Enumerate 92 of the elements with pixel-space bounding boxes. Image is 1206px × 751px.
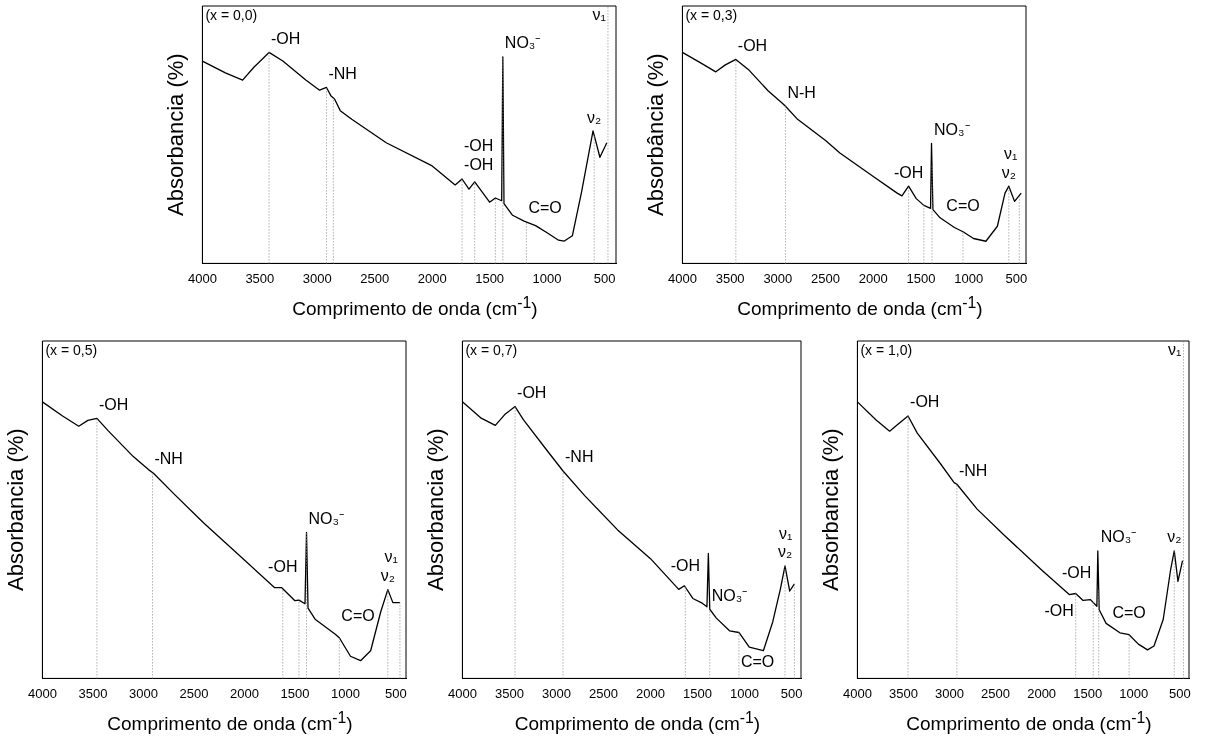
x-axis-title: Comprimento de onda (cm$^{-1}$) — [736, 294, 984, 321]
ref-line-label: -OH — [464, 137, 494, 155]
ref-line-label: NO₃⁻ — [711, 586, 748, 604]
x-tick-label: 3000 — [763, 270, 793, 286]
ref-line-label: C=O — [740, 652, 775, 670]
ref-line-label: -OH — [1044, 601, 1074, 619]
x-tick-label: 3000 — [302, 270, 332, 286]
x-tick-label: 2000 — [858, 270, 888, 286]
text: (x = 0,7) — [465, 341, 518, 358]
y-axis-title: Absorbancia (%) — [3, 428, 29, 592]
ref-line-label: ν₂ — [380, 567, 395, 585]
ref-line-label: ν₁ — [1168, 341, 1182, 359]
x-tick-label: 3500 — [245, 270, 275, 286]
x-tick-label: 1500 — [1073, 685, 1103, 701]
ref-line-label: -OH — [910, 393, 940, 411]
x-tick-label: 3000 — [541, 685, 571, 701]
x-tick-label: 3500 — [888, 685, 918, 701]
ref-line-label: ν₁ — [1003, 144, 1018, 162]
ref-line-label: ν₂ — [1167, 528, 1182, 546]
y-axis-title: Absorbancia (%) — [423, 428, 449, 592]
ref-line-label: -OH — [464, 156, 494, 174]
ref-line-label: C=O — [528, 199, 562, 217]
x-tick-label: 1000 — [532, 270, 562, 286]
x-tick-label: 3500 — [715, 270, 745, 286]
x-tick-label: 2000 — [229, 685, 259, 701]
y-axis-title: Absorbância (%) — [643, 53, 669, 217]
ref-line-label: -NH — [565, 448, 594, 466]
x-tick-label: 4000 — [667, 270, 697, 286]
x-tick-label: 4000 — [27, 685, 57, 701]
ref-line-label: -OH — [1061, 563, 1092, 581]
ref-line-label: NO₃⁻ — [308, 509, 345, 527]
ref-line-label: NO₃⁻ — [1100, 527, 1137, 545]
x-tick-label: 2500 — [589, 685, 618, 701]
x-tick-label: 3500 — [78, 685, 108, 701]
ref-line-label: ν₁ — [592, 6, 606, 24]
x-tick-label: 500 — [1005, 270, 1028, 286]
x-tick-label: 1000 — [954, 270, 984, 286]
x-tick-label: 500 — [1168, 685, 1191, 701]
ref-line-label: -OH — [517, 383, 547, 401]
x-tick-label: 3000 — [935, 685, 964, 701]
x-tick-label: 2000 — [1027, 685, 1057, 701]
x-tick-label: 1000 — [330, 685, 360, 701]
x-tick-label: 1000 — [1119, 685, 1149, 701]
x-tick-label: 500 — [780, 685, 803, 701]
ref-line-label: ν₁ — [384, 548, 398, 566]
ref-line-label: ν₁ — [779, 525, 793, 543]
x-axis-title: Comprimento de onda (cm$^{-1}$) — [905, 709, 1153, 736]
x-tick-label: 1500 — [906, 270, 936, 286]
x-tick-label: 3000 — [128, 685, 158, 701]
x-tick-label: 1500 — [683, 685, 712, 701]
ref-line-label: NO₃⁻ — [504, 34, 541, 52]
x-tick-label: 4000 — [447, 685, 477, 701]
ref-line-label: C=O — [341, 607, 375, 625]
x-tick-label: 3500 — [494, 685, 524, 701]
x-tick-label: 4000 — [842, 685, 872, 701]
x-tick-label: 1000 — [730, 685, 760, 701]
ref-line-label: ν₂ — [587, 108, 602, 126]
x-tick-label: 500 — [593, 270, 616, 286]
ref-line-label: -NH — [958, 461, 988, 479]
text: (x = 0,5) — [45, 341, 98, 358]
x-tick-label: 2500 — [811, 270, 841, 286]
y-axis-title: Absorbancia (%) — [818, 428, 844, 592]
ref-line-label: -OH — [268, 558, 298, 576]
ref-line-label: C=O — [946, 197, 980, 215]
x-tick-label: 1500 — [280, 685, 310, 701]
ref-line-label: -OH — [893, 163, 924, 181]
text: (x = 0,3) — [685, 6, 738, 23]
text: (x = 1,0) — [860, 341, 913, 358]
x-tick-label: 4000 — [187, 270, 217, 286]
ref-line-label: N-H — [787, 83, 816, 101]
x-tick-label: 2500 — [360, 270, 390, 286]
x-axis-title: Comprimento de onda (cm$^{-1}$) — [291, 294, 539, 321]
ref-line-label: -OH — [271, 29, 301, 47]
x-axis-title: Comprimento de onda (cm$^{-1}$) — [106, 709, 354, 736]
x-tick-label: 1500 — [475, 270, 505, 286]
x-tick-label: 2500 — [981, 685, 1011, 701]
ref-line-label: ν₂ — [1001, 163, 1016, 181]
ref-line-label: NO₃⁻ — [933, 120, 970, 138]
ref-line-label: -NH — [328, 64, 357, 82]
x-tick-label: 2000 — [636, 685, 665, 701]
x-tick-label: 2500 — [179, 685, 209, 701]
text: (x = 0,0) — [205, 6, 258, 23]
x-tick-label: 500 — [385, 685, 407, 701]
ref-line-label: ν₂ — [777, 543, 793, 561]
ref-line-label: -OH — [670, 556, 700, 574]
y-axis-title: Absorbancia (%) — [163, 53, 189, 217]
ref-line-label: -OH — [737, 36, 768, 54]
ref-line-label: C=O — [1112, 604, 1146, 622]
x-tick-label: 2000 — [417, 270, 447, 286]
ref-line-label: -NH — [154, 449, 183, 467]
ref-line-label: -OH — [98, 395, 129, 413]
x-axis-title: Comprimento de onda (cm$^{-1}$) — [513, 709, 762, 736]
